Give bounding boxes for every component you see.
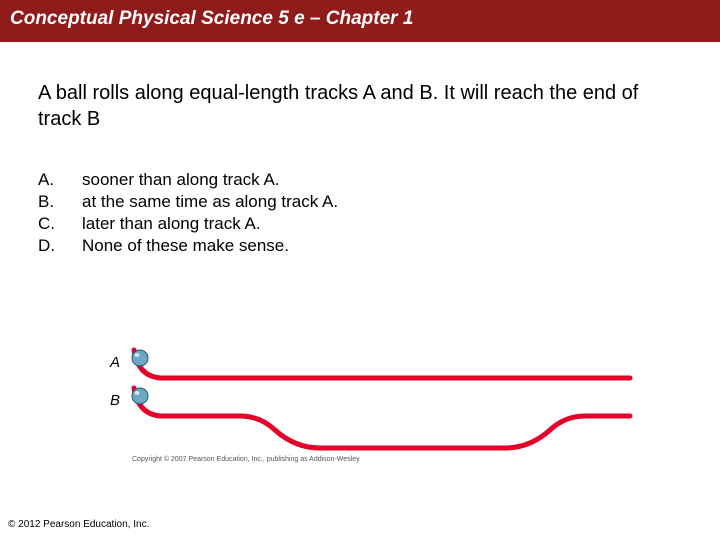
option-letter: D.	[38, 236, 82, 256]
option-text: at the same time as along track A.	[82, 192, 338, 212]
options-list: A. sooner than along track A. B. at the …	[38, 170, 682, 256]
track-a-path	[134, 350, 630, 378]
diagram-copyright: Copyright © 2007 Pearson Education, Inc.…	[132, 456, 360, 463]
ball-a	[132, 350, 148, 366]
track-label-b: B	[110, 392, 120, 409]
option-row: A. sooner than along track A.	[38, 170, 682, 190]
ball-b-highlight	[135, 391, 140, 395]
ball-b	[132, 388, 148, 404]
option-row: B. at the same time as along track A.	[38, 192, 682, 212]
option-letter: A.	[38, 170, 82, 190]
option-row: D. None of these make sense.	[38, 236, 682, 256]
option-letter: B.	[38, 192, 82, 212]
tracks-svg	[110, 340, 650, 460]
question-text: A ball rolls along equal-length tracks A…	[38, 80, 682, 132]
option-text: None of these make sense.	[82, 236, 289, 256]
tracks-diagram: A B Copyright © 2007 Pearson Education, …	[110, 340, 650, 470]
option-row: C. later than along track A.	[38, 214, 682, 234]
slide-footer: © 2012 Pearson Education, Inc.	[8, 519, 149, 530]
header-title: Conceptual Physical Science 5 e – Chapte…	[10, 8, 710, 30]
track-label-a: A	[110, 354, 120, 371]
option-text: later than along track A.	[82, 214, 261, 234]
slide-header: Conceptual Physical Science 5 e – Chapte…	[0, 0, 720, 42]
ball-a-highlight	[135, 353, 140, 357]
option-letter: C.	[38, 214, 82, 234]
option-text: sooner than along track A.	[82, 170, 280, 190]
track-b-path	[134, 388, 630, 448]
